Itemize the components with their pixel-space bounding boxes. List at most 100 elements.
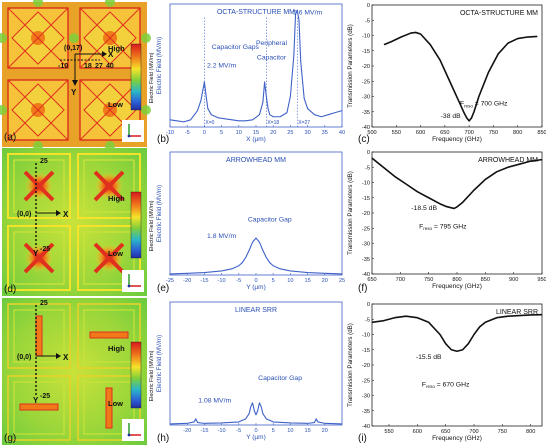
data-point [262,102,264,103]
x-tick-label: 600 [413,429,422,435]
y-axis-label: Transmission Parameters (dB) [347,323,354,407]
data-point [530,160,532,162]
plot-frame [169,301,343,426]
x-tick-label: -15 [200,278,208,284]
tick-label: 40 [106,63,114,70]
data-point [221,270,223,272]
data-point [259,114,260,116]
chart-title: ARROWHEAD MM [478,157,538,164]
x-axis-label: Frequency (GHz) [432,136,482,143]
data-point [450,349,452,351]
unit-frame [7,153,71,219]
unit-frame [77,303,141,369]
plot-frame [371,4,543,128]
data-point [272,421,274,423]
x-tick-label: -20 [183,278,191,284]
x-tick-label: 550 [392,130,401,136]
data-point [186,422,188,424]
annotation: -15.5 dB [416,354,442,361]
annotation: Capacitor Gap [248,217,292,224]
data-point [204,81,205,83]
y-tick-label: -30 [362,95,370,101]
y-tick-label: -35 [362,110,370,116]
data-point [415,32,417,33]
data-point [405,315,407,317]
unit-frame-inner [13,159,65,213]
panel-label: (i) [358,433,367,444]
unit-frame-inner [13,309,65,363]
x-tick-label: 10 [236,130,242,136]
data-point [541,314,543,316]
annotation: Peripheral [256,40,287,47]
data-point [467,343,469,345]
x-tick-label: 25 [339,278,345,284]
data-point [300,61,302,62]
data-point [186,272,188,274]
y-tick-label: -15 [362,348,370,354]
x-tick-label: -5 [185,130,190,136]
unit-frame [7,225,71,291]
x-tick-label: -5 [236,278,241,284]
data-point [169,119,171,121]
y-tick-label: -10 [362,181,370,187]
data-point [484,179,486,180]
x-tick-label: 800 [513,130,522,136]
chart: -10 -5 0 5 10 15 20 25 30 35 40 X (µm) Electric Fiel… [156,3,345,145]
x-tick-label: 20 [322,278,328,284]
data-point [334,112,336,114]
data-point [473,111,475,113]
annotation: Capacitor Gaps [212,44,260,51]
data-point [450,207,452,209]
arrow-arm [23,242,55,274]
data-point [210,114,212,116]
x-tick-label: 5 [272,428,275,434]
x-tick-label: 15 [304,428,310,434]
x-tick-label: 750 [424,277,433,283]
tick-label: 25 [40,300,48,307]
chart-title: LINEAR SRR [496,309,538,316]
data-point [416,317,418,319]
arrow-arm [93,170,125,202]
data-point [453,208,455,209]
x-tick-label: 15 [304,278,310,284]
marker-label: X=27 [298,120,310,126]
panel-label: (h) [157,433,169,444]
y-tick-label: -10 [362,34,370,40]
data-point [320,116,322,118]
x-tick-label: -10 [166,130,174,136]
data-point [298,20,300,21]
data-point [245,418,247,420]
unit-frame-inner [83,159,135,213]
colorbar-low: Low [108,100,123,109]
x-tick-label: 850 [537,130,546,136]
axis-x-label: X [63,210,69,219]
x-tick-label: -10 [218,428,226,434]
panel-label-a: (a) [4,132,16,143]
data-point [429,44,431,46]
data-point [462,349,464,351]
data-point [286,112,288,114]
x-axis-label: Frequency (GHz) [432,435,482,442]
y-tick-label: -15 [362,196,370,202]
data-point [471,117,472,119]
data-point [317,421,319,423]
data-point [245,120,247,122]
annotation: 5.6 MV/m [293,9,322,16]
panel-label: (e) [157,283,169,294]
data-point [195,418,197,420]
x-tick-label: 40 [339,130,345,136]
x-axis-label: X (µm) [246,136,266,143]
data-point [473,334,475,335]
y-tick-label: -25 [362,79,370,85]
x-tick-label: 550 [384,429,393,435]
y-tick-label: -40 [362,125,370,131]
y-tick-label: -35 [362,257,370,263]
data-point [371,157,373,159]
annotation: Freso = 670 GHz [422,381,470,389]
orientation-triad-icon [122,120,144,142]
data-point [241,262,243,264]
x-arrowhead-icon [56,353,61,359]
y-tick-label: 0 [367,150,370,156]
data-point [272,265,274,267]
data-point [473,189,475,191]
